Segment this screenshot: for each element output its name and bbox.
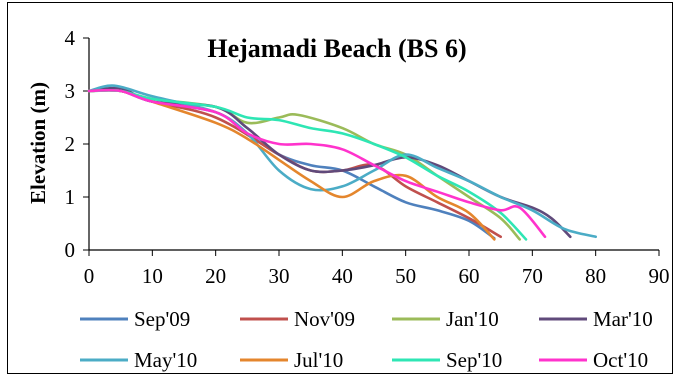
legend-label: Jan'10 bbox=[446, 307, 499, 331]
x-tick-label: 90 bbox=[649, 264, 670, 288]
legend-label: Sep'09 bbox=[134, 307, 190, 331]
x-tick-label: 0 bbox=[84, 264, 95, 288]
legend: Sep'09 Nov'09 Jan'10 Mar'10 May'10 Jul'10 Sep'… bbox=[80, 307, 653, 372]
y-tick-label: 1 bbox=[65, 185, 76, 209]
y-tick-label: 0 bbox=[65, 238, 76, 262]
x-tick-label: 50 bbox=[395, 264, 416, 288]
x-tick-label: 80 bbox=[585, 264, 606, 288]
x-tick-label: 60 bbox=[459, 264, 480, 288]
x-tick-label: 20 bbox=[205, 264, 226, 288]
series-line-jan-10 bbox=[87, 89, 521, 241]
y-tick-label: 4 bbox=[65, 26, 76, 50]
series-line-oct-10 bbox=[87, 88, 547, 239]
series-line-sep-10 bbox=[87, 89, 528, 241]
legend-label: Jul'10 bbox=[294, 348, 343, 372]
series-line-mar-10 bbox=[87, 86, 572, 239]
legend-label: May'10 bbox=[134, 348, 197, 372]
legend-label: Mar'10 bbox=[593, 307, 653, 331]
x-tick-label: 10 bbox=[142, 264, 163, 288]
x-tick-label: 70 bbox=[522, 264, 543, 288]
legend-label: Sep'10 bbox=[446, 348, 502, 372]
chart-title: Hejamadi Beach (BS 6) bbox=[207, 34, 466, 63]
legend-label: Nov'09 bbox=[294, 307, 355, 331]
line-chart: Hejamadi Beach (BS 6) Elevation (m) 0 1 2 3… bbox=[26, 26, 670, 372]
chart-frame: Hejamadi Beach (BS 6) Elevation (m) 0 1 2 3… bbox=[7, 2, 673, 374]
y-tick-label: 3 bbox=[65, 79, 76, 103]
y-tick-label: 2 bbox=[65, 132, 76, 156]
x-tick-label: 40 bbox=[332, 264, 353, 288]
y-axis-label: Elevation (m) bbox=[26, 82, 50, 204]
legend-label: Oct'10 bbox=[593, 348, 648, 372]
x-tick-label: 30 bbox=[269, 264, 290, 288]
series-line-may-10 bbox=[87, 84, 597, 239]
